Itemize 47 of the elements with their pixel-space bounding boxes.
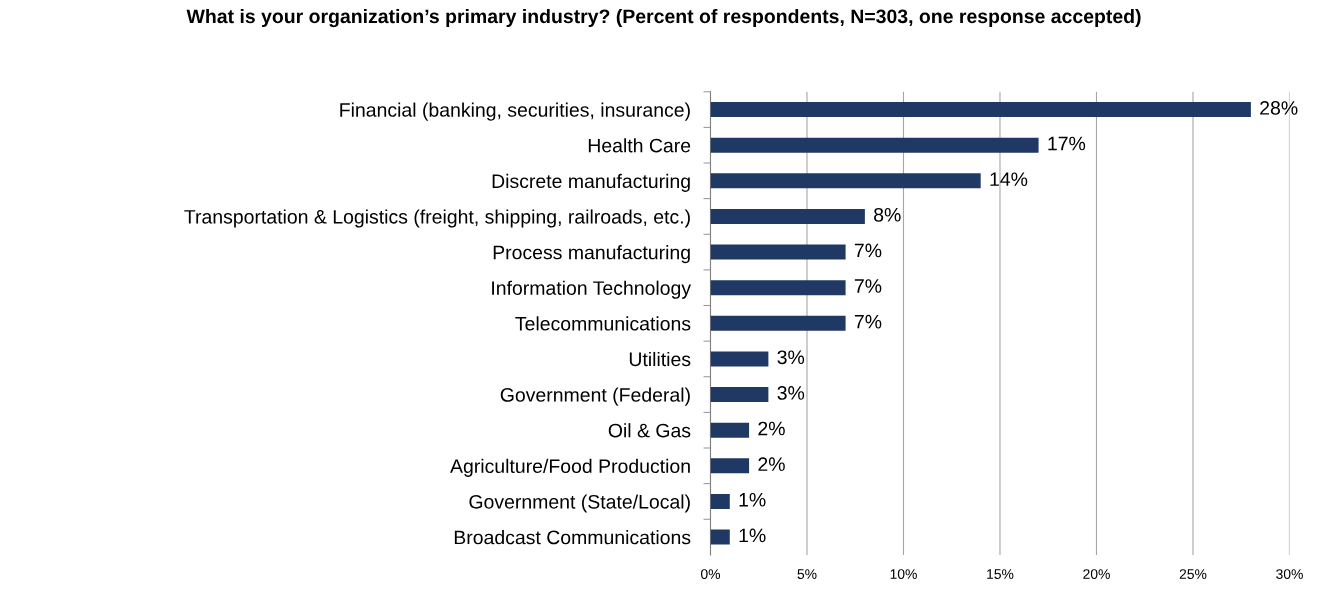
data-label: 1% (739, 528, 766, 543)
y-tick-label: Government (Federal) (500, 387, 690, 406)
bar (710, 387, 769, 403)
bar (710, 137, 1039, 153)
x-tick-label: 10% (890, 569, 917, 579)
y-tick-label: Broadcast Communications (454, 530, 691, 545)
x-tick-label: 15% (987, 569, 1014, 579)
data-label: 3% (777, 350, 805, 365)
bar (710, 529, 730, 545)
y-tick-label: Process manufacturing (493, 245, 690, 264)
data-label: 2% (758, 421, 785, 436)
y-tick-label: Oil & Gas (608, 423, 691, 438)
bar (710, 102, 1251, 118)
y-tick-label: Health Care (588, 138, 691, 153)
bar (710, 351, 769, 367)
bar (710, 280, 846, 296)
data-label: 3% (777, 386, 805, 400)
data-label: 7% (854, 243, 882, 258)
y-tick-label: Telecommunications (515, 316, 691, 331)
bar (710, 173, 981, 189)
x-tick-label: 5% (797, 569, 817, 579)
data-label: 1% (739, 492, 766, 507)
bar (710, 422, 750, 438)
bar (710, 493, 730, 509)
y-tick-label: Utilities (629, 351, 691, 367)
x-tick-label: 20% (1083, 569, 1110, 579)
bar (710, 244, 846, 260)
y-tick-label: Discrete manufacturing (492, 173, 690, 192)
bar (710, 315, 846, 331)
x-tick-label: 0% (700, 569, 721, 579)
data-label: 28% (1260, 101, 1298, 115)
y-tick-label: Transportation & Logistics (freight, shipping, railroads, etc.) (184, 209, 690, 228)
data-label: 8% (874, 207, 901, 222)
chart-title: What is your organization’s primary industry? (Percent of respondents, N=303, one response accepted) (186, 8, 1141, 28)
y-tick-label: Information Technology (492, 280, 692, 299)
y-tick-label: Agriculture/Food Production (450, 458, 690, 477)
x-tick-label: 30% (1276, 569, 1303, 579)
data-label: 7% (854, 279, 882, 293)
x-tick-label: 25% (1179, 569, 1207, 579)
data-label: 2% (758, 457, 785, 471)
y-tick-label: Financial (banking, securities, insurance) (340, 102, 690, 121)
data-label: 7% (854, 314, 882, 329)
y-tick-label: Government (State/Local) (469, 494, 690, 513)
bar (710, 458, 750, 474)
bar (710, 208, 865, 224)
data-label: 14% (990, 172, 1028, 186)
data-label: 17% (1048, 136, 1086, 151)
